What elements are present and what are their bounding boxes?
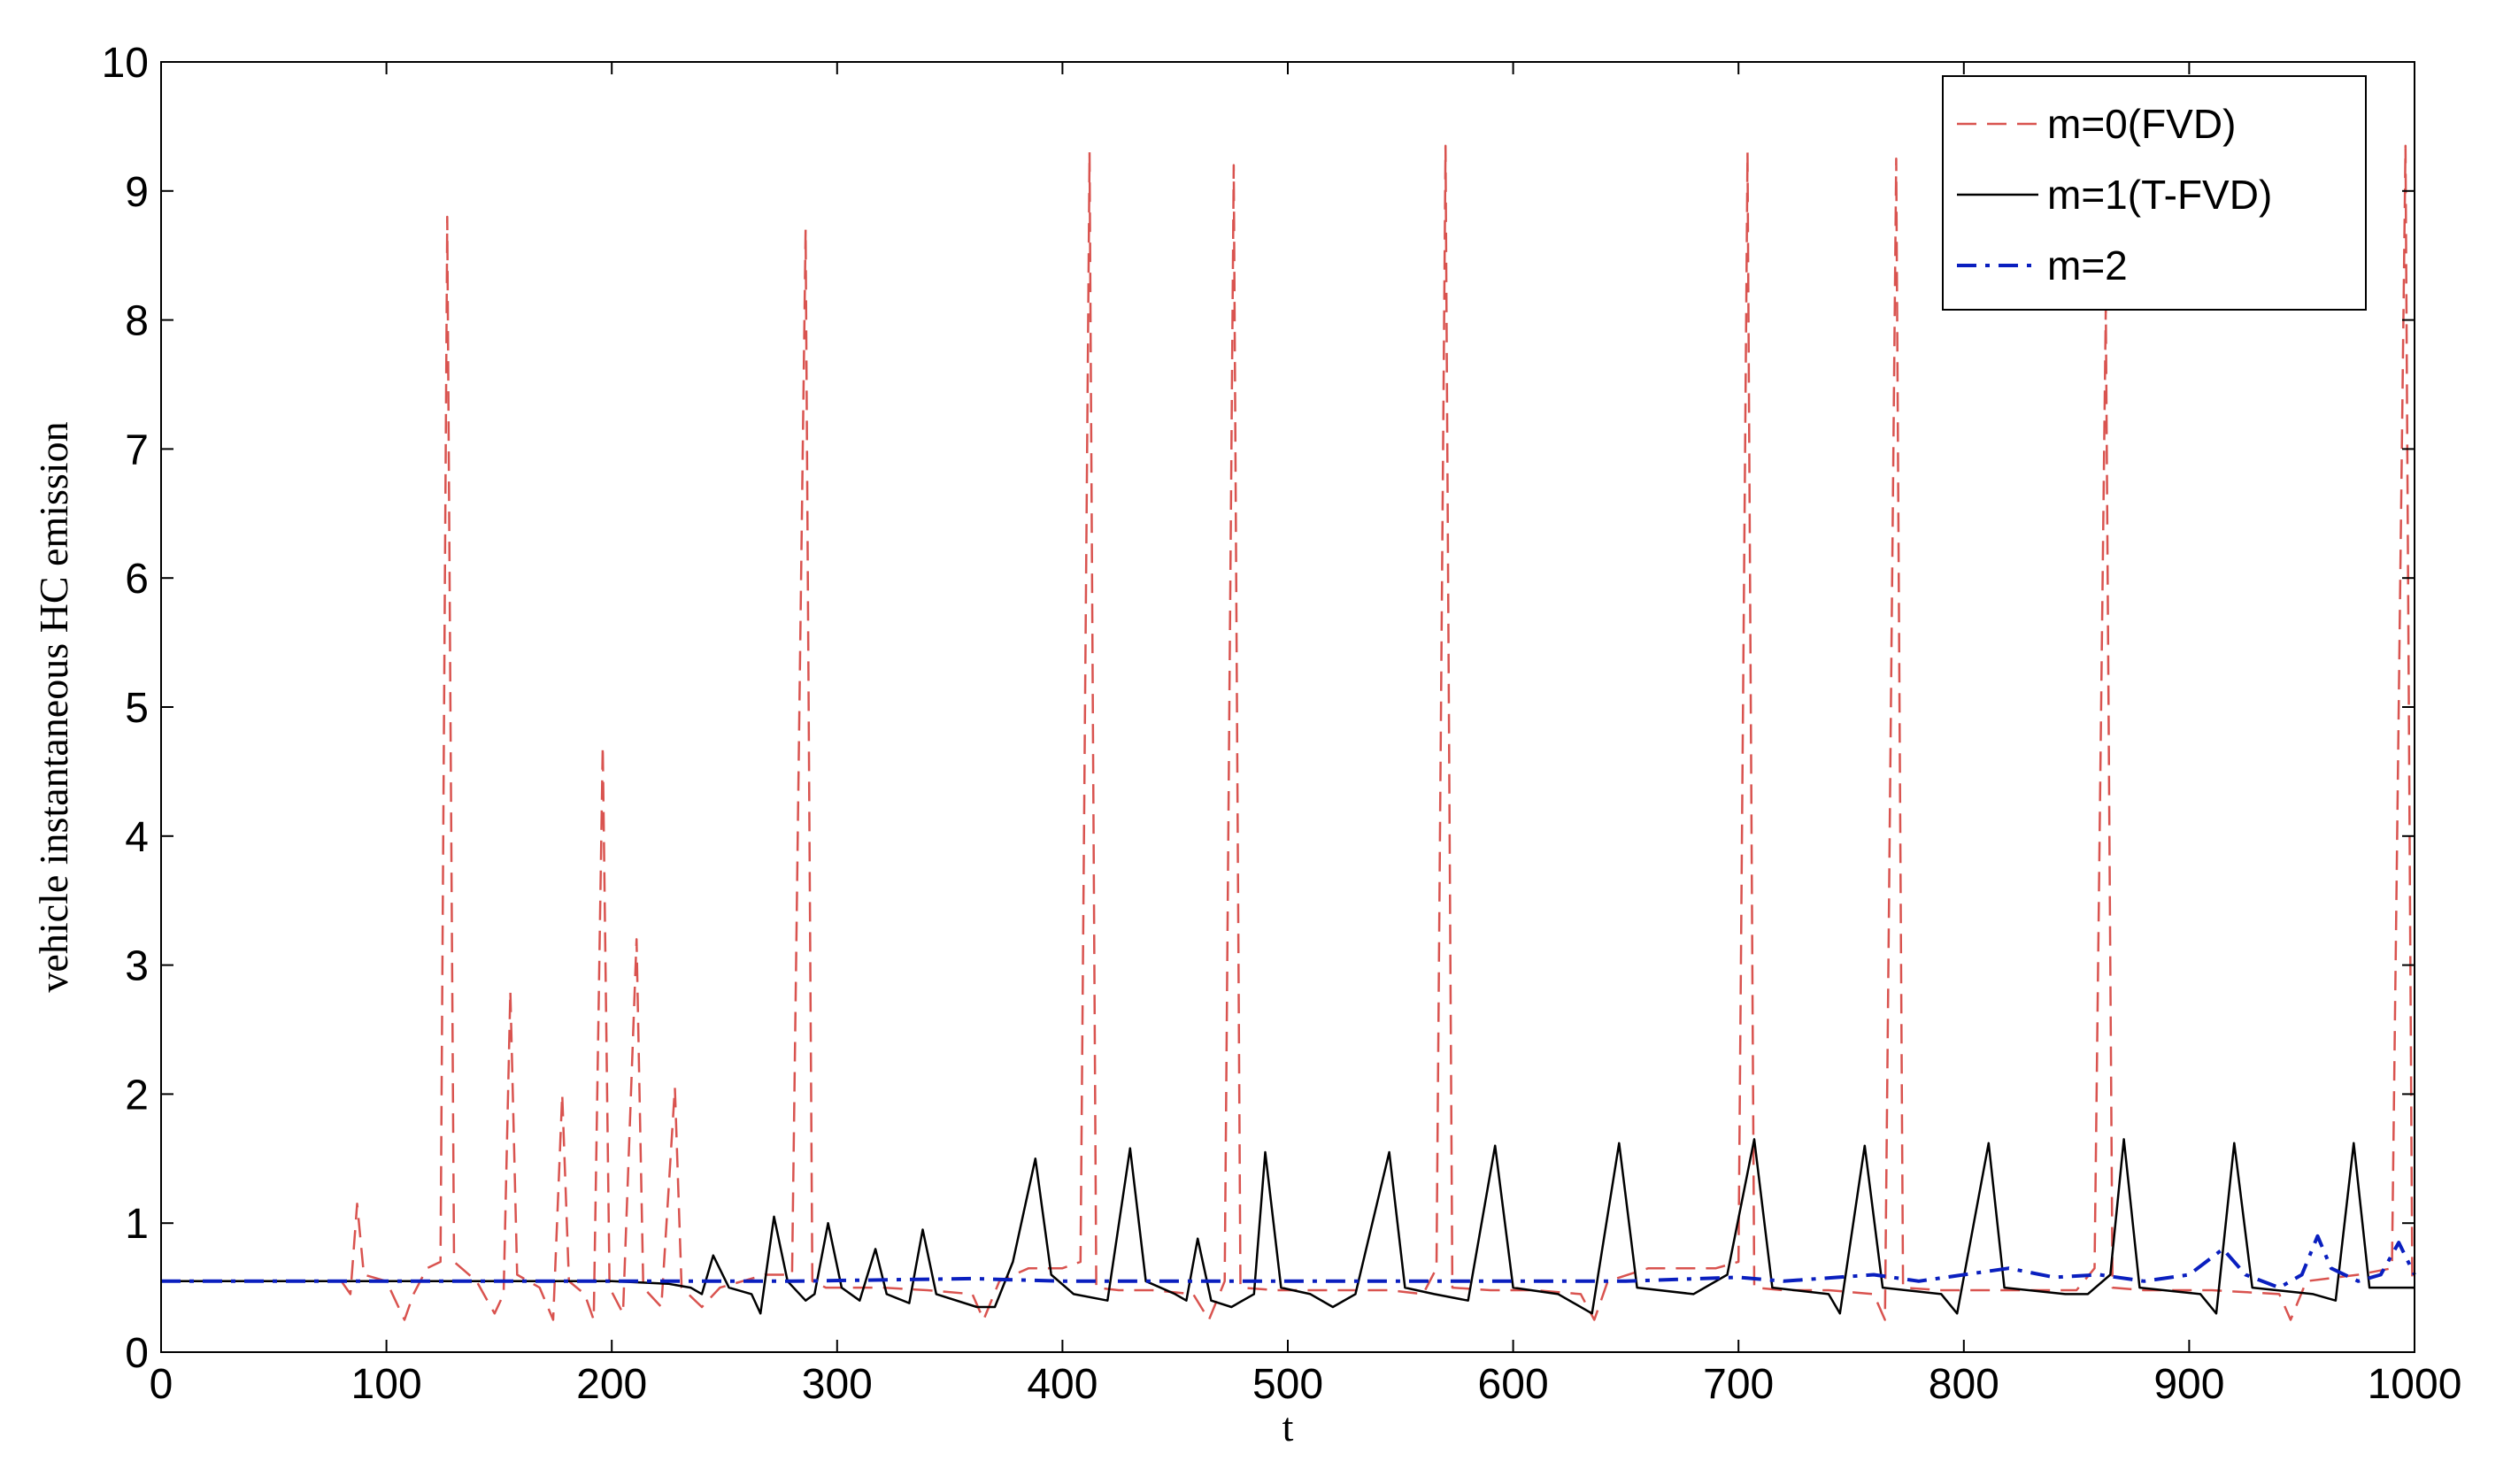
legend-box <box>1942 75 2367 311</box>
x-tick-label: 300 <box>802 1361 873 1408</box>
x-tick-label: 400 <box>1027 1361 1098 1408</box>
y-tick-label: 2 <box>125 1072 149 1119</box>
y-axis-title: vehicle instantaneous HC emission <box>31 421 76 992</box>
y-tick-label: 9 <box>125 169 149 216</box>
legend-label-3: m=2 <box>2047 242 2128 288</box>
series-layer <box>161 144 2416 1321</box>
y-tick-label: 1 <box>125 1201 149 1248</box>
x-tick-label: 800 <box>1929 1361 1999 1408</box>
legend: m=0(FVD) m=1(T-FVD) m=2 <box>1942 75 2367 311</box>
y-tick-label: 5 <box>125 685 149 732</box>
series-line-3 <box>161 1234 2416 1290</box>
y-tick-label: 7 <box>125 427 149 473</box>
series-line-2 <box>161 1138 2415 1315</box>
x-tick-label: 200 <box>576 1361 647 1408</box>
x-tick-label: 700 <box>1703 1361 1774 1408</box>
series-line-1 <box>161 144 2415 1321</box>
x-tick-label: 500 <box>1252 1361 1323 1408</box>
plot-frame <box>160 61 2415 1353</box>
legend-label-2: m=1(T-FVD) <box>2047 172 2272 218</box>
x-tick-label: 100 <box>351 1361 422 1408</box>
x-tick-label: 900 <box>2153 1361 2224 1408</box>
y-tick-label: 6 <box>125 556 149 603</box>
legend-label-1: m=0(FVD) <box>2047 101 2236 147</box>
x-tick-label: 600 <box>1478 1361 1549 1408</box>
x-tick-label: 1000 <box>2368 1361 2462 1408</box>
y-tick-label: 0 <box>125 1330 149 1377</box>
x-axis-title: t <box>1282 1404 1294 1449</box>
y-tick-label: 10 <box>102 40 149 87</box>
y-tick-label: 8 <box>125 298 149 345</box>
ticks-layer: 0 100 200 300 400 500 600 700 800 900 1000 0 1 2 3 4 5 6 7… <box>102 40 2462 1408</box>
y-tick-label: 3 <box>125 943 149 990</box>
y-tick-label: 4 <box>125 814 149 861</box>
x-tick-label: 0 <box>150 1361 173 1408</box>
